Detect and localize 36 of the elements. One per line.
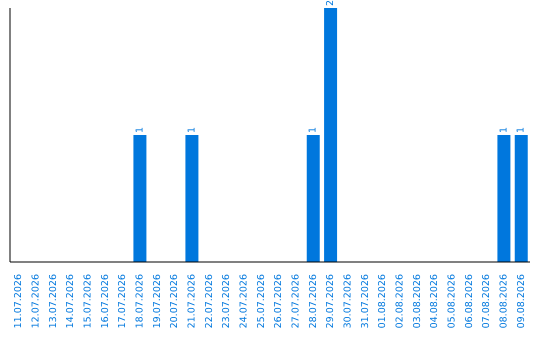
- data-label: 2: [325, 0, 336, 6]
- x-tick-label: 15.07.2026: [82, 274, 94, 328]
- x-tick-label: 13.07.2026: [48, 274, 59, 328]
- x-tick-label: 30.07.2026: [342, 274, 354, 328]
- data-label: 1: [516, 126, 527, 133]
- x-tick-label: 18.07.2026: [134, 274, 146, 328]
- x-tick-label: 23.07.2026: [221, 274, 232, 328]
- x-tick-label: 09.08.2026: [516, 274, 527, 328]
- x-tick-label: 24.07.2026: [238, 274, 250, 328]
- x-tick-label: 11.07.2026: [13, 274, 24, 328]
- x-tick-label: 17.07.2026: [117, 274, 128, 328]
- x-tick-label: 01.08.2026: [377, 274, 388, 328]
- x-tick-label: 07.08.2026: [481, 274, 492, 328]
- x-tick-label: 02.08.2026: [394, 274, 406, 328]
- x-tick-label: 31.07.2026: [360, 274, 371, 328]
- x-tick-label: 28.07.2026: [308, 274, 319, 328]
- x-tick-label: 04.08.2026: [429, 274, 440, 328]
- x-tick-label: 14.07.2026: [65, 274, 76, 328]
- x-tick-label: 20.07.2026: [169, 274, 180, 328]
- x-tick-label: 16.07.2026: [100, 274, 111, 328]
- data-label: 1: [134, 126, 146, 133]
- x-tick-label: 05.08.2026: [446, 274, 458, 328]
- x-tick-label: 27.07.2026: [290, 274, 302, 328]
- x-tick-label: 22.07.2026: [204, 274, 215, 328]
- x-tick-label: 19.07.2026: [152, 274, 163, 328]
- x-tick-label: 03.08.2026: [412, 274, 423, 328]
- x-tick-label: 26.07.2026: [273, 274, 284, 328]
- x-tick-label: 25.07.2026: [256, 274, 267, 328]
- data-label: 1: [186, 126, 198, 133]
- x-tick-label: 29.07.2026: [325, 274, 336, 328]
- data-label: 1: [498, 126, 510, 133]
- x-tick-label: 12.07.2026: [30, 274, 42, 328]
- x-tick-label: 06.08.2026: [464, 274, 475, 328]
- data-label: 1: [308, 126, 319, 133]
- x-tick-label: 21.07.2026: [186, 274, 198, 328]
- x-tick-label: 08.08.2026: [498, 274, 510, 328]
